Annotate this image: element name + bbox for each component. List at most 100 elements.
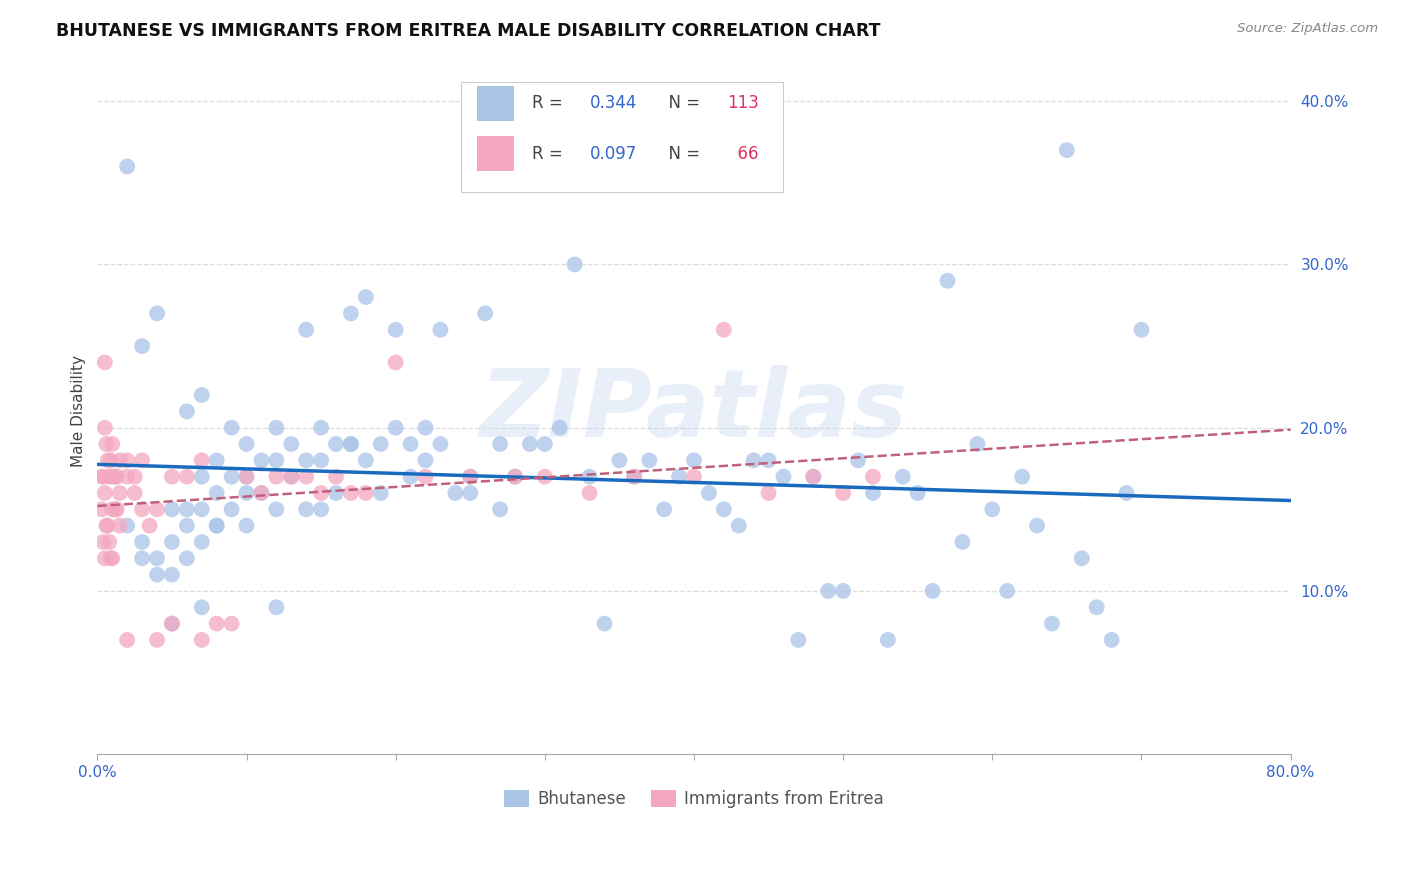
Point xyxy=(325,437,347,451)
Point xyxy=(564,257,586,271)
Point xyxy=(101,551,124,566)
Point xyxy=(429,437,451,451)
Point xyxy=(295,323,318,337)
Point xyxy=(801,469,824,483)
Point xyxy=(399,437,422,451)
Point xyxy=(146,632,169,647)
Point xyxy=(325,486,347,500)
Text: 113: 113 xyxy=(727,95,759,112)
Point xyxy=(697,486,720,500)
Point xyxy=(98,535,121,549)
Point xyxy=(623,469,645,483)
Point xyxy=(1130,323,1153,337)
Text: N =: N = xyxy=(658,95,704,112)
Point xyxy=(668,469,690,483)
Point xyxy=(176,518,198,533)
Y-axis label: Male Disability: Male Disability xyxy=(72,355,86,467)
Point xyxy=(250,486,273,500)
Point xyxy=(683,469,706,483)
Point xyxy=(176,469,198,483)
Point xyxy=(190,453,212,467)
Text: 66: 66 xyxy=(727,145,758,162)
Legend: Bhutanese, Immigrants from Eritrea: Bhutanese, Immigrants from Eritrea xyxy=(498,783,891,814)
Point xyxy=(533,437,555,451)
Point xyxy=(354,290,377,304)
Point xyxy=(415,469,437,483)
Point xyxy=(108,453,131,467)
Point xyxy=(160,502,183,516)
Point xyxy=(1026,518,1049,533)
Point xyxy=(205,453,228,467)
Point xyxy=(94,551,117,566)
Point xyxy=(415,420,437,434)
Point xyxy=(354,486,377,500)
Point xyxy=(578,486,600,500)
Point xyxy=(100,453,122,467)
Point xyxy=(176,502,198,516)
Point xyxy=(772,469,794,483)
Point xyxy=(91,469,114,483)
Point xyxy=(160,616,183,631)
Point xyxy=(503,469,526,483)
Point xyxy=(131,453,153,467)
Point xyxy=(713,323,735,337)
Point xyxy=(1011,469,1033,483)
Point xyxy=(105,502,128,516)
Text: 0.344: 0.344 xyxy=(589,95,637,112)
Point xyxy=(683,453,706,467)
Point xyxy=(131,339,153,353)
Point xyxy=(846,453,869,467)
Point xyxy=(190,388,212,402)
Point xyxy=(221,469,243,483)
Text: R =: R = xyxy=(533,145,568,162)
Point xyxy=(354,453,377,467)
Point xyxy=(325,469,347,483)
Point xyxy=(384,420,406,434)
Point xyxy=(146,567,169,582)
FancyBboxPatch shape xyxy=(478,136,515,171)
Point xyxy=(100,551,122,566)
Point xyxy=(96,437,118,451)
Point xyxy=(104,502,127,516)
Text: ZIPatlas: ZIPatlas xyxy=(479,366,908,458)
Point xyxy=(101,469,124,483)
Point xyxy=(340,437,363,451)
Point xyxy=(131,502,153,516)
Point xyxy=(160,469,183,483)
Text: N =: N = xyxy=(658,145,704,162)
Text: R =: R = xyxy=(533,95,568,112)
Point xyxy=(90,502,112,516)
Point xyxy=(458,469,481,483)
Point xyxy=(1115,486,1137,500)
FancyBboxPatch shape xyxy=(461,82,783,192)
Point xyxy=(266,502,288,516)
Point xyxy=(1070,551,1092,566)
Point xyxy=(235,437,257,451)
Point xyxy=(98,469,121,483)
Point xyxy=(205,518,228,533)
Point xyxy=(250,486,273,500)
Point xyxy=(190,502,212,516)
Point xyxy=(160,567,183,582)
Point xyxy=(444,486,467,500)
Point xyxy=(1056,143,1078,157)
Point xyxy=(97,453,120,467)
Point xyxy=(295,453,318,467)
Point xyxy=(115,160,138,174)
Point xyxy=(370,486,392,500)
Point xyxy=(295,469,318,483)
Point xyxy=(190,535,212,549)
Point xyxy=(115,518,138,533)
Point xyxy=(713,502,735,516)
Point xyxy=(593,616,616,631)
Point xyxy=(489,437,512,451)
Point xyxy=(280,469,302,483)
Point xyxy=(108,486,131,500)
Point xyxy=(652,502,675,516)
Point xyxy=(742,453,765,467)
Point xyxy=(340,306,363,320)
Point xyxy=(832,583,855,598)
Point xyxy=(862,486,884,500)
Point xyxy=(533,469,555,483)
Point xyxy=(205,518,228,533)
